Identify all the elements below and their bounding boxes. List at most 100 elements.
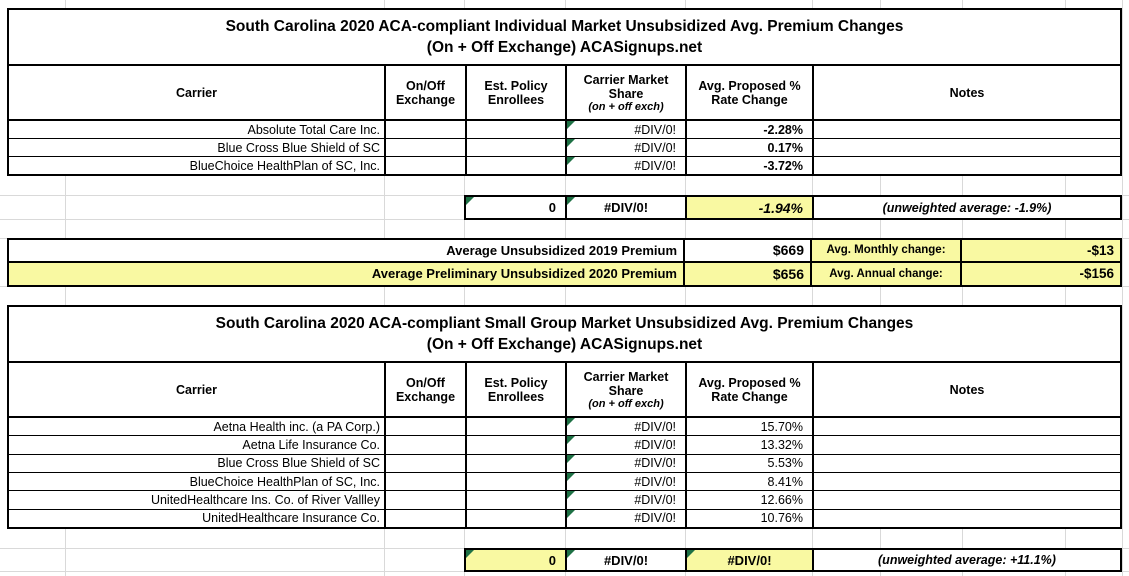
exchange-cell[interactable]	[386, 491, 467, 509]
header-market-share[interactable]: Carrier Market Share (on + off exch)	[567, 363, 687, 416]
exchange-cell[interactable]	[386, 139, 467, 156]
header-exchange[interactable]: On/Off Exchange	[386, 66, 467, 119]
enrollees-cell[interactable]	[467, 139, 567, 156]
notes-cell[interactable]	[814, 139, 1120, 156]
enrollees-cell[interactable]	[467, 121, 567, 138]
summary-label-2020[interactable]: Average Preliminary Unsubsidized 2020 Pr…	[9, 262, 685, 285]
annual-change-value[interactable]: -$156	[962, 262, 1120, 285]
header-market-share[interactable]: Carrier Market Share (on + off exch)	[567, 66, 687, 119]
exchange-cell[interactable]	[386, 436, 467, 454]
header-exchange[interactable]: On/Off Exchange	[386, 363, 467, 416]
enrollees-cell[interactable]	[467, 472, 567, 491]
notes-cell[interactable]	[814, 157, 1120, 174]
exchange-cell[interactable]	[386, 472, 467, 491]
notes-cell[interactable]	[814, 510, 1120, 527]
notes-cell[interactable]	[814, 418, 1120, 435]
carrier-cell[interactable]: UnitedHealthcare Insurance Co.	[9, 509, 386, 527]
enrollees-cell[interactable]	[467, 418, 567, 436]
market-share-cell[interactable]: #DIV/0!	[567, 139, 687, 156]
table-row: Blue Cross Blue Shield of SC #DIV/0! 5.5…	[9, 454, 1120, 473]
header-rate-change[interactable]: Avg. Proposed % Rate Change	[687, 363, 814, 416]
enrollees-cell[interactable]	[467, 436, 567, 454]
unweighted-average-note[interactable]: (unweighted average: -1.9%)	[882, 200, 1052, 215]
header-market-share-sub: (on + off exch)	[588, 397, 664, 410]
summary-label-2019[interactable]: Average Unsubsidized 2019 Premium	[9, 240, 685, 261]
error-indicator-icon	[466, 550, 474, 558]
enrollees-cell[interactable]	[467, 454, 567, 472]
enrollees-cell[interactable]	[467, 157, 567, 174]
total-market-share-cell[interactable]: #DIV/0!	[567, 197, 687, 218]
market-share-cell[interactable]: #DIV/0!	[567, 157, 687, 174]
total-enrollees-cell[interactable]: 0	[466, 550, 567, 570]
market-share-cell[interactable]: #DIV/0!	[567, 436, 687, 454]
small-group-data-rows: Aetna Health inc. (a PA Corp.) #DIV/0! 1…	[9, 418, 1120, 527]
notes-cell[interactable]	[814, 121, 1120, 138]
carrier-cell[interactable]: Aetna Health inc. (a PA Corp.)	[9, 418, 386, 436]
exchange-cell[interactable]	[386, 509, 467, 527]
rate-change-cell[interactable]: 10.76%	[687, 509, 814, 527]
carrier-cell[interactable]: Absolute Total Care Inc.	[9, 121, 386, 138]
header-carrier[interactable]: Carrier	[9, 363, 386, 416]
market-share-cell[interactable]: #DIV/0!	[567, 472, 687, 491]
carrier-cell[interactable]: BlueChoice HealthPlan of SC, Inc.	[9, 157, 386, 174]
individual-title-line1: South Carolina 2020 ACA-compliant Indivi…	[225, 18, 904, 35]
market-share-cell[interactable]: #DIV/0!	[567, 491, 687, 509]
total-rate-change-cell[interactable]: -1.94%	[687, 197, 814, 218]
notes-cell[interactable]	[814, 455, 1120, 472]
rate-change-cell[interactable]: -3.72%	[687, 157, 814, 174]
annual-change-label[interactable]: Avg. Annual change:	[812, 262, 962, 285]
header-notes[interactable]: Notes	[949, 85, 985, 100]
grid-line	[962, 0, 963, 576]
unweighted-average-note[interactable]: (unweighted average: +11.1%)	[878, 553, 1056, 567]
exchange-cell[interactable]	[386, 157, 467, 174]
table-row: Blue Cross Blue Shield of SC #DIV/0! 0.1…	[9, 139, 1120, 157]
rate-change-cell[interactable]: 15.70%	[687, 418, 814, 436]
small-group-title-line2: (On + Off Exchange) ACASignups.net	[426, 336, 703, 353]
error-indicator-icon	[567, 157, 575, 165]
exchange-cell[interactable]	[386, 418, 467, 436]
table-row: UnitedHealthcare Ins. Co. of River Valll…	[9, 491, 1120, 510]
market-share-cell[interactable]: #DIV/0!	[567, 418, 687, 436]
notes-cell[interactable]	[814, 436, 1120, 453]
monthly-change-value[interactable]: -$13	[962, 240, 1120, 261]
rate-change-cell[interactable]: 8.41%	[687, 472, 814, 491]
total-enrollees-cell[interactable]: 0	[466, 197, 567, 218]
header-carrier[interactable]: Carrier	[9, 66, 386, 119]
total-rate-change-cell[interactable]: #DIV/0!	[687, 550, 814, 570]
carrier-cell[interactable]: UnitedHealthcare Ins. Co. of River Valll…	[9, 491, 386, 509]
summary-value-2020[interactable]: $656	[685, 262, 812, 285]
rate-change-cell[interactable]: 0.17%	[687, 139, 814, 156]
total-market-share-cell[interactable]: #DIV/0!	[567, 550, 687, 570]
enrollees-cell[interactable]	[467, 491, 567, 509]
carrier-cell[interactable]: Aetna Life Insurance Co.	[9, 436, 386, 454]
carrier-cell[interactable]: Blue Cross Blue Shield of SC	[9, 454, 386, 472]
summary-value-2019[interactable]: $669	[685, 240, 812, 261]
exchange-cell[interactable]	[386, 454, 467, 472]
header-notes[interactable]: Notes	[949, 382, 985, 397]
small-group-table-title[interactable]: South Carolina 2020 ACA-compliant Small …	[9, 307, 1120, 363]
market-share-cell[interactable]: #DIV/0!	[567, 454, 687, 472]
market-share-cell[interactable]: #DIV/0!	[567, 121, 687, 138]
individual-table-title[interactable]: South Carolina 2020 ACA-compliant Indivi…	[9, 10, 1120, 66]
notes-cell[interactable]	[814, 491, 1120, 508]
error-indicator-icon	[567, 139, 575, 147]
rate-change-cell[interactable]: 5.53%	[687, 454, 814, 472]
market-share-cell[interactable]: #DIV/0!	[567, 509, 687, 527]
header-enrollees[interactable]: Est. Policy Enrollees	[467, 66, 567, 119]
header-enrollees[interactable]: Est. Policy Enrollees	[467, 363, 567, 416]
error-indicator-icon	[567, 472, 575, 481]
premium-summary-box: Average Unsubsidized 2019 Premium $669 A…	[7, 238, 1122, 287]
header-market-share-sub: (on + off exch)	[588, 100, 664, 113]
rate-change-cell[interactable]: 13.32%	[687, 436, 814, 454]
monthly-change-label[interactable]: Avg. Monthly change:	[812, 240, 962, 261]
exchange-cell[interactable]	[386, 121, 467, 138]
error-indicator-icon	[466, 197, 474, 205]
rate-change-cell[interactable]: 12.66%	[687, 491, 814, 509]
notes-cell[interactable]	[814, 473, 1120, 490]
header-rate-change[interactable]: Avg. Proposed % Rate Change	[687, 66, 814, 119]
enrollees-cell[interactable]	[467, 509, 567, 527]
carrier-cell[interactable]: BlueChoice HealthPlan of SC, Inc.	[9, 472, 386, 491]
carrier-cell[interactable]: Blue Cross Blue Shield of SC	[9, 139, 386, 156]
rate-change-cell[interactable]: -2.28%	[687, 121, 814, 138]
